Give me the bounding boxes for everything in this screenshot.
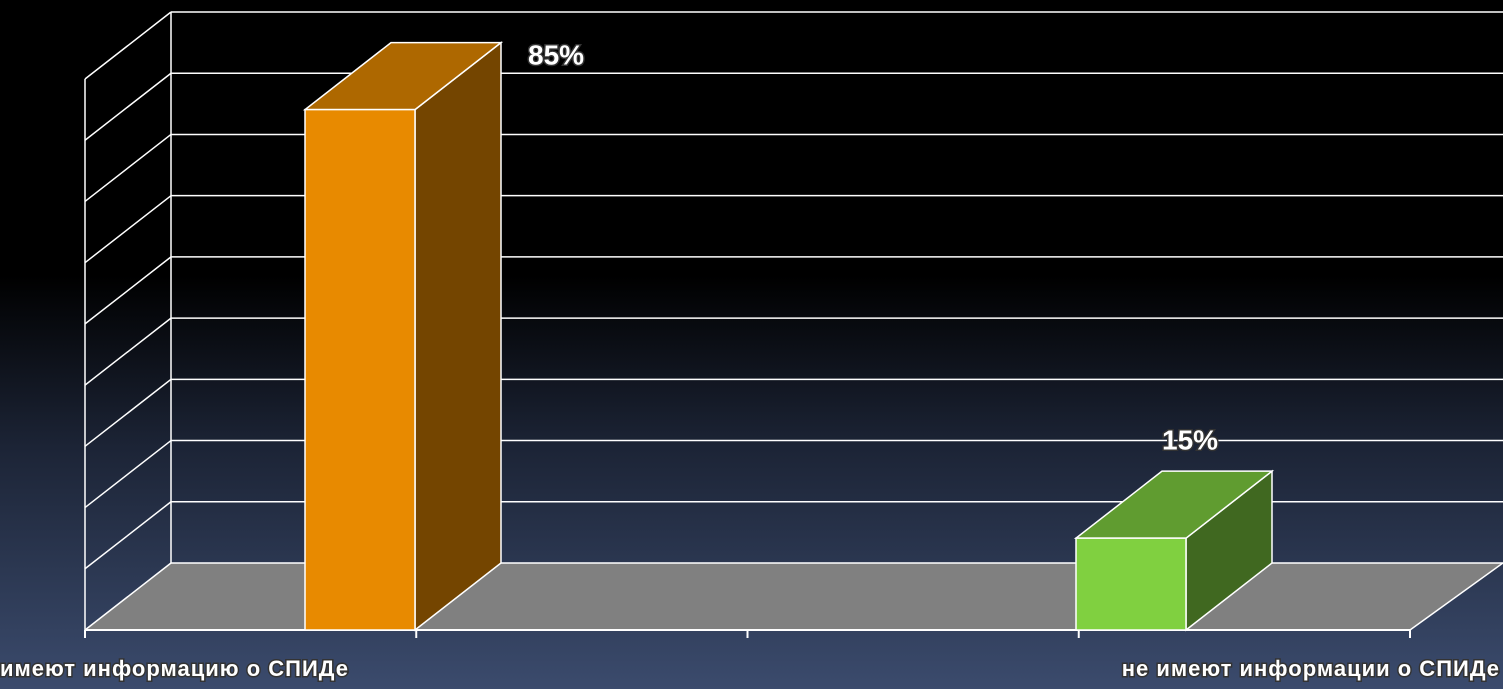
side-grid-line: [84, 11, 172, 80]
side-grid-line: [84, 72, 172, 141]
side-grid-line: [84, 562, 172, 631]
x-tick-label: не имеют информации о СПИДе: [1122, 656, 1500, 681]
side-grid-line: [84, 378, 172, 447]
side-grid-line: [84, 256, 172, 325]
floor-edge: [1409, 562, 1503, 631]
x-tick-label: имеют информацию о СПИДе: [0, 656, 349, 681]
side-grid-line: [84, 133, 172, 203]
side-grid-line: [84, 317, 172, 386]
side-grid-line: [84, 195, 172, 264]
side-grid-line: [84, 439, 172, 509]
floor: [85, 563, 1503, 630]
value-label: 15%: [1162, 424, 1218, 455]
bar-side: [414, 41, 502, 632]
bar: [1075, 537, 1187, 631]
value-label: 85%: [528, 39, 584, 70]
side-grid-line: [84, 501, 172, 570]
bar: [304, 108, 416, 631]
